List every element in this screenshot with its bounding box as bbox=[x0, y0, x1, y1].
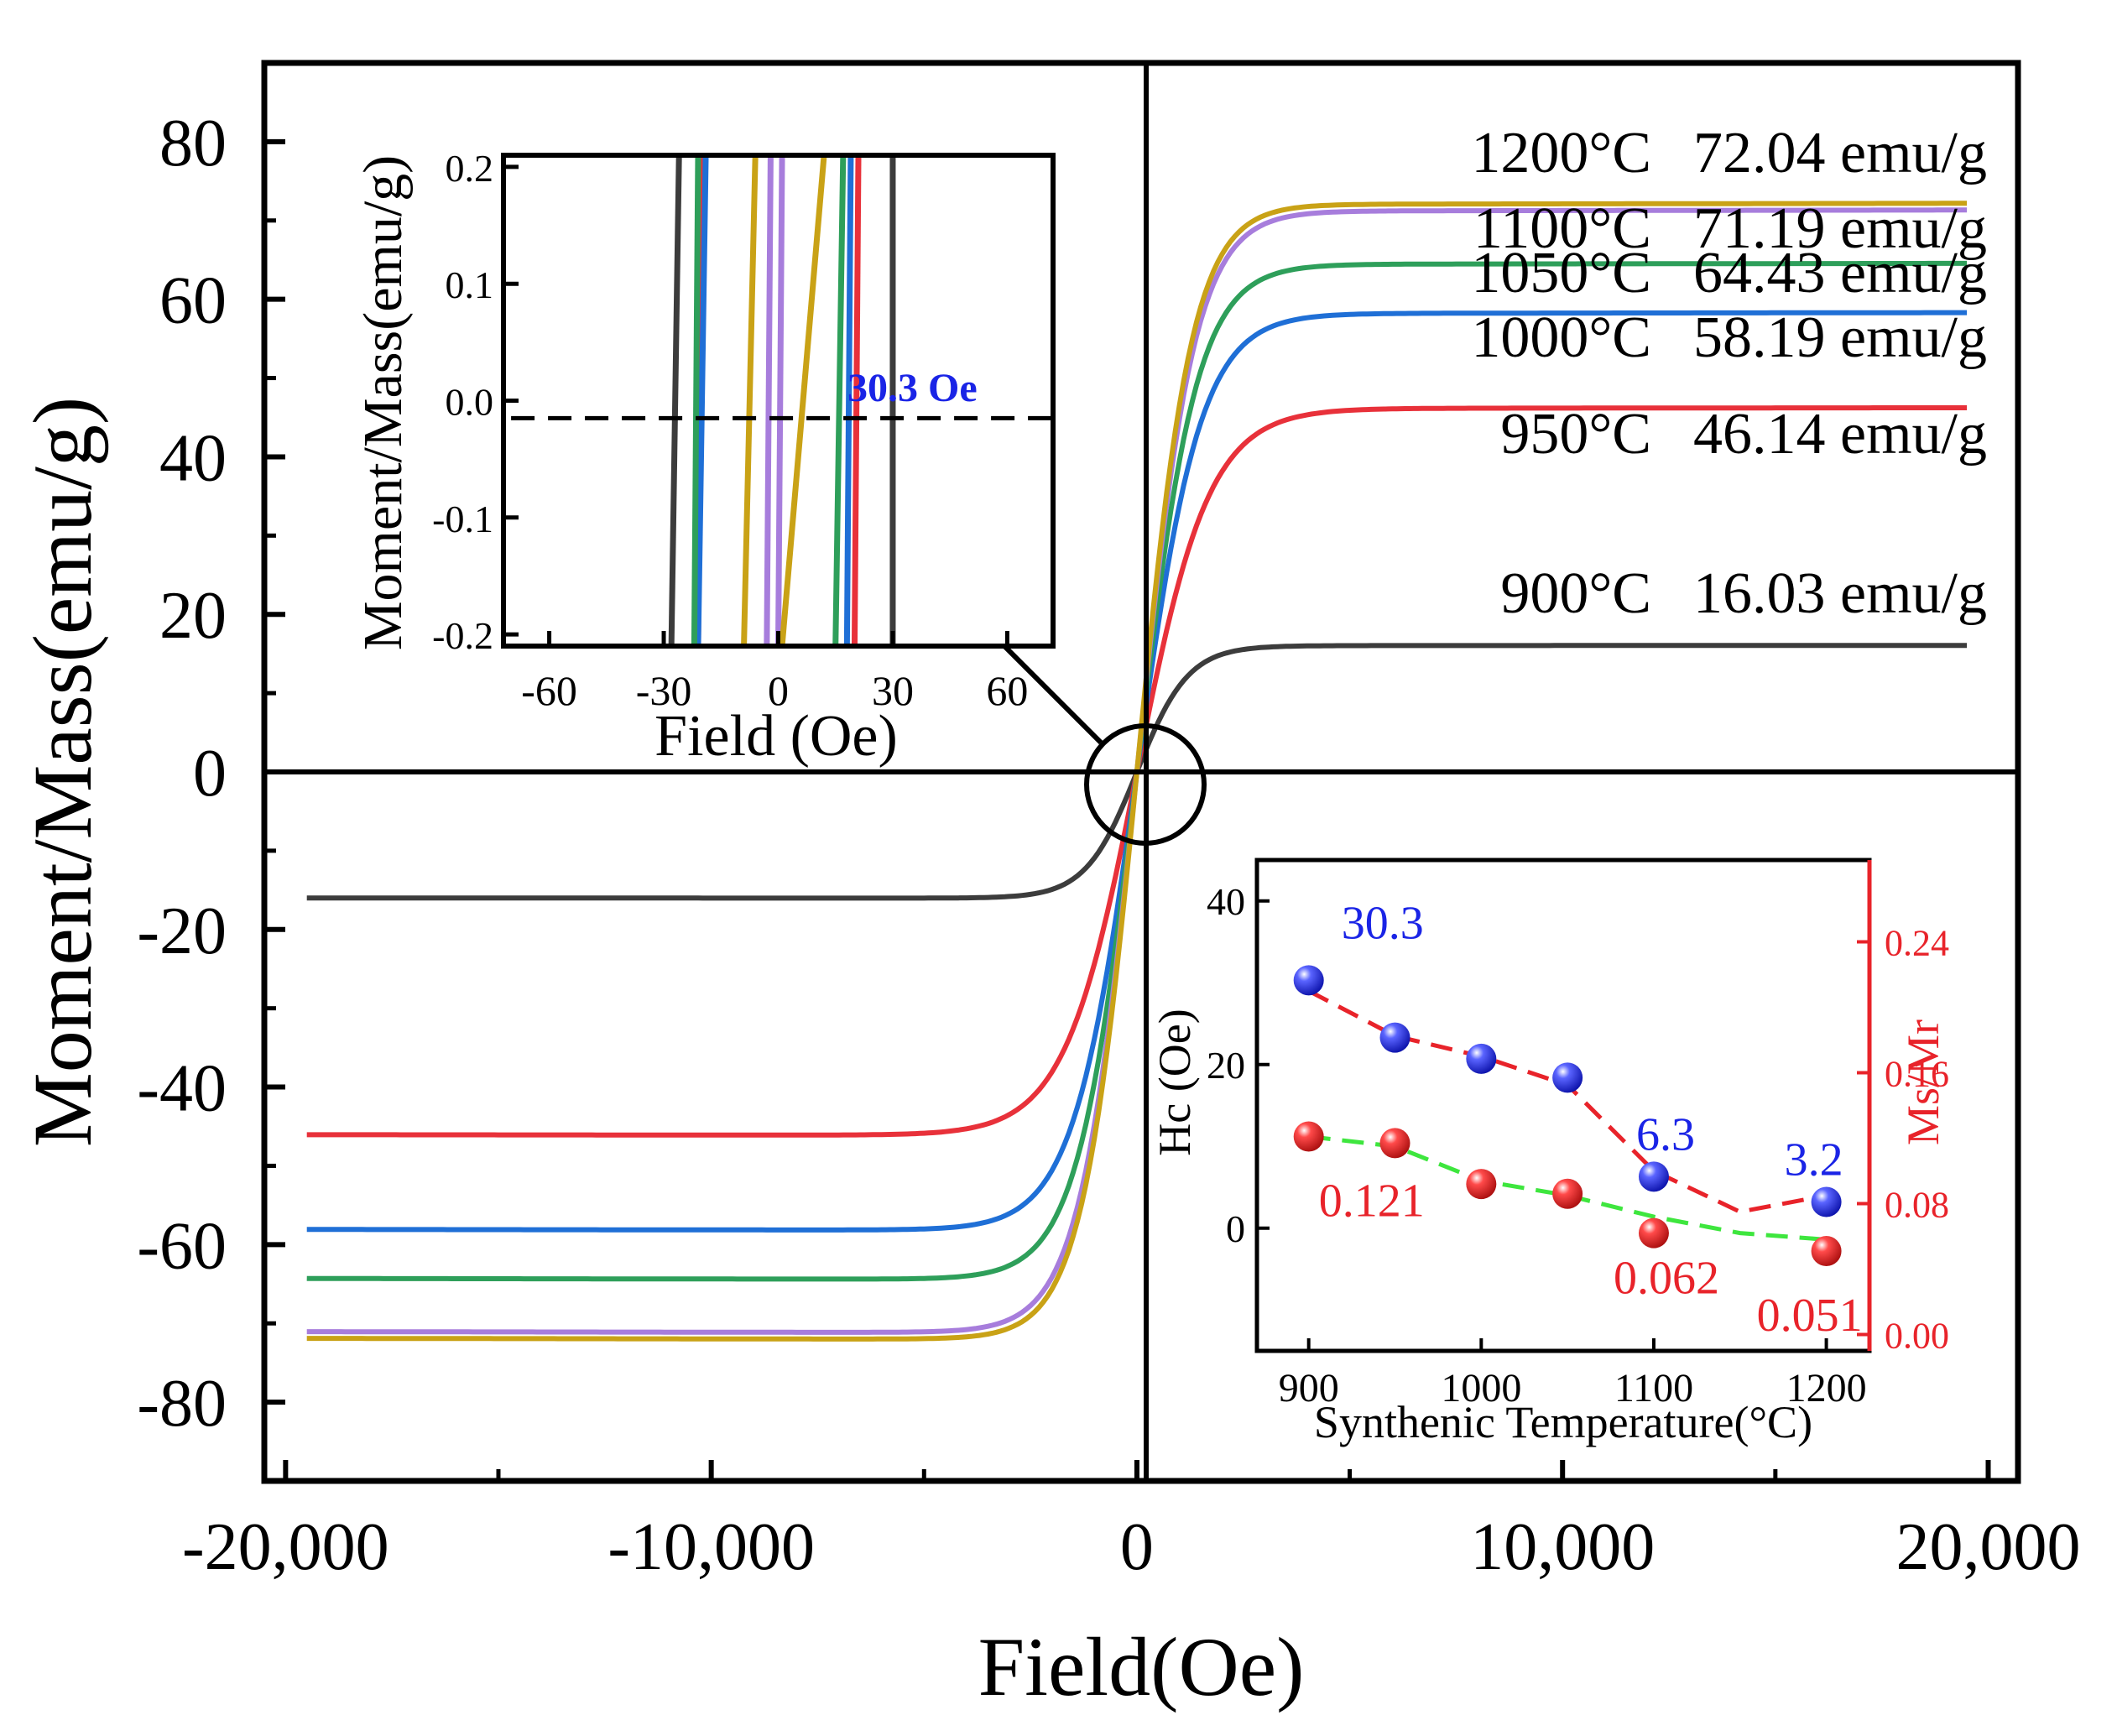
series-ms-label: 71.19 emu/g bbox=[1693, 196, 1987, 261]
series-ms-label: 58.19 emu/g bbox=[1693, 305, 1987, 370]
inset1-y-axis-label: Moment/Mass(emu/g) bbox=[352, 155, 414, 650]
msmr-value-label: 0.051 bbox=[1757, 1290, 1863, 1342]
inset2-x-tick-label: 1100 bbox=[1614, 1366, 1693, 1410]
inset2-right-tick-label: 0.00 bbox=[1885, 1316, 1949, 1357]
series-temp-label: 950°C bbox=[1500, 402, 1651, 467]
hc-value-label: 3.2 bbox=[1785, 1134, 1843, 1186]
inset1-ticks bbox=[503, 164, 1009, 646]
inset1-y-tick-label: -0.1 bbox=[432, 498, 493, 540]
inset1-branch-1050°C bbox=[832, 154, 847, 647]
series-temp-label: 1100°C bbox=[1473, 196, 1651, 261]
msmr-point bbox=[1638, 1217, 1669, 1249]
inset1-branch-1200°C bbox=[779, 154, 827, 647]
hc-point bbox=[1379, 1022, 1410, 1053]
inset1-branch-1100°C bbox=[775, 154, 785, 647]
inset2-right-tick-label: 0.16 bbox=[1885, 1054, 1949, 1095]
inset1-branch-900°C bbox=[668, 154, 682, 647]
msmr-point bbox=[1379, 1128, 1410, 1159]
hc-point bbox=[1466, 1043, 1497, 1074]
inset1-x-tick-label: -60 bbox=[521, 667, 577, 714]
x-tick-label: 10,000 bbox=[1470, 1510, 1655, 1584]
inset2-x-tick-label: 1000 bbox=[1441, 1366, 1521, 1410]
msmr-value-label: 0.062 bbox=[1614, 1253, 1719, 1305]
inset1-curves bbox=[668, 154, 896, 647]
inset2-x-axis-label: Synthenic Temperature(°C) bbox=[1314, 1397, 1812, 1447]
inset2-background bbox=[1257, 860, 1869, 1351]
y-tick-label: 80 bbox=[159, 107, 227, 180]
inset1-branch-950°C bbox=[851, 154, 862, 647]
x-axis-label: Field(Oe) bbox=[978, 1620, 1305, 1713]
y-tick-label: 60 bbox=[159, 264, 227, 338]
inset1-x-tick-label: 0 bbox=[768, 667, 789, 714]
inset2-right-tick-label: 0.24 bbox=[1885, 923, 1949, 964]
inset1-annotation: 30.3 Oe bbox=[847, 366, 978, 410]
series-temp-label: 900°C bbox=[1500, 561, 1651, 626]
y-tick-label: -80 bbox=[137, 1367, 227, 1441]
inset1-branch-1050°C bbox=[691, 154, 701, 647]
inset1-branch-1100°C bbox=[764, 154, 774, 647]
msmr-point bbox=[1466, 1169, 1497, 1200]
hc-point bbox=[1552, 1062, 1583, 1093]
inset1-branch-1000°C bbox=[843, 154, 854, 647]
msmr-point bbox=[1293, 1121, 1324, 1152]
inset2-points bbox=[1293, 965, 1842, 1267]
inset1-branch-1200°C bbox=[741, 154, 759, 647]
y-axis-label: Moment/Mass(emu/g) bbox=[16, 397, 109, 1147]
inset1-x-axis-label: Field (Oe) bbox=[654, 704, 898, 769]
hc-point bbox=[1811, 1186, 1842, 1217]
y-tick-label: 0 bbox=[193, 737, 227, 811]
x-tick-label: -10,000 bbox=[607, 1510, 815, 1584]
inset2-x-tick-label: 1200 bbox=[1786, 1366, 1867, 1410]
msmr-value-label: 0.121 bbox=[1319, 1176, 1425, 1228]
hc-value-label: 30.3 bbox=[1342, 897, 1424, 949]
main-tick-labels: -20,000 -10,000 0 10,000 20,000 80 60 40 20 0 -20 -… bbox=[137, 107, 2080, 1584]
inset2-x-tick-label: 900 bbox=[1279, 1366, 1339, 1410]
inset1-y-tick-label: 0.0 bbox=[446, 381, 494, 424]
series-ms-label: 72.04 emu/g bbox=[1693, 121, 1987, 185]
series-ms-label: 16.03 emu/g bbox=[1693, 561, 1987, 626]
inset2-left-axis-label: Hc (Oe) bbox=[1150, 1009, 1200, 1155]
hc-point bbox=[1638, 1161, 1669, 1192]
inset1-y-tick-label: 0.1 bbox=[446, 263, 494, 306]
inset1-x-tick-label: 30 bbox=[872, 667, 914, 714]
inset1-y-tick-label: 0.2 bbox=[446, 147, 494, 190]
x-tick-label: 20,000 bbox=[1895, 1510, 2080, 1584]
inset2-right-tick-label: 0.08 bbox=[1885, 1185, 1949, 1226]
series-temp-label: 1000°C bbox=[1471, 305, 1651, 370]
x-tick-label: 0 bbox=[1120, 1510, 1154, 1584]
msmr-point bbox=[1552, 1178, 1583, 1209]
inset1-branch-1000°C bbox=[695, 154, 709, 647]
inset2-value-labels: 30.3 6.3 3.2 0.121 0.062 0.051 bbox=[1319, 897, 1863, 1342]
series-ms-label: 64.43 emu/g bbox=[1693, 241, 1987, 305]
series-temp-label: 1050°C bbox=[1471, 241, 1651, 305]
inset1-x-tick-label: 60 bbox=[986, 667, 1028, 714]
x-tick-label: -20,000 bbox=[182, 1510, 389, 1584]
inset1-tick-labels: -60 -30 0 30 60 0.2 0.1 0.0 -0.1 -0.2 bbox=[432, 147, 1028, 714]
y-tick-label: -40 bbox=[137, 1052, 227, 1126]
y-tick-label: 20 bbox=[159, 579, 227, 653]
y-tick-label: 40 bbox=[159, 421, 227, 495]
inset2-right-axis-label: Ms/Mr bbox=[1898, 1019, 1948, 1145]
msmr-point bbox=[1811, 1236, 1842, 1267]
y-tick-label: -20 bbox=[137, 894, 227, 968]
low-field-inset: -60 -30 0 30 60 0.2 0.1 0.0 -0.1 -0.2 30.3 Oe Fie… bbox=[352, 147, 1056, 769]
hc-point bbox=[1293, 965, 1324, 996]
inset1-y-tick-label: -0.2 bbox=[432, 614, 493, 657]
series-temp-label: 1200°C bbox=[1471, 121, 1651, 185]
main-chart: -20,000 -10,000 0 10,000 20,000 80 60 40 20 0 -20 -… bbox=[16, 60, 2080, 1713]
y-tick-label: -60 bbox=[137, 1209, 227, 1283]
series-ms-label: 46.14 emu/g bbox=[1693, 402, 1987, 467]
inset1-x-tick-label: -30 bbox=[636, 667, 692, 714]
inset2-left-tick-label: 20 bbox=[1207, 1044, 1245, 1087]
hc-value-label: 6.3 bbox=[1636, 1108, 1695, 1160]
saturation-labels: 1200°C 72.04 emu/g 1100°C 71.19 emu/g 1050°C… bbox=[1471, 121, 1987, 626]
inset2-tick-labels: 900 1000 1100 1200 40 20 0 0.24 0.16 0.08 0.00 bbox=[1207, 880, 1949, 1410]
hc-msmr-inset: 900 1000 1100 1200 40 20 0 0.24 0.16 0.08 0.00 30.… bbox=[1150, 858, 1949, 1447]
inset2-left-tick-label: 0 bbox=[1226, 1207, 1245, 1250]
main-ticks bbox=[264, 138, 1991, 1481]
inset2-ticks bbox=[1257, 899, 1869, 1351]
zoom-circle bbox=[1084, 723, 1207, 846]
inset2-left-tick-label: 40 bbox=[1207, 880, 1245, 923]
